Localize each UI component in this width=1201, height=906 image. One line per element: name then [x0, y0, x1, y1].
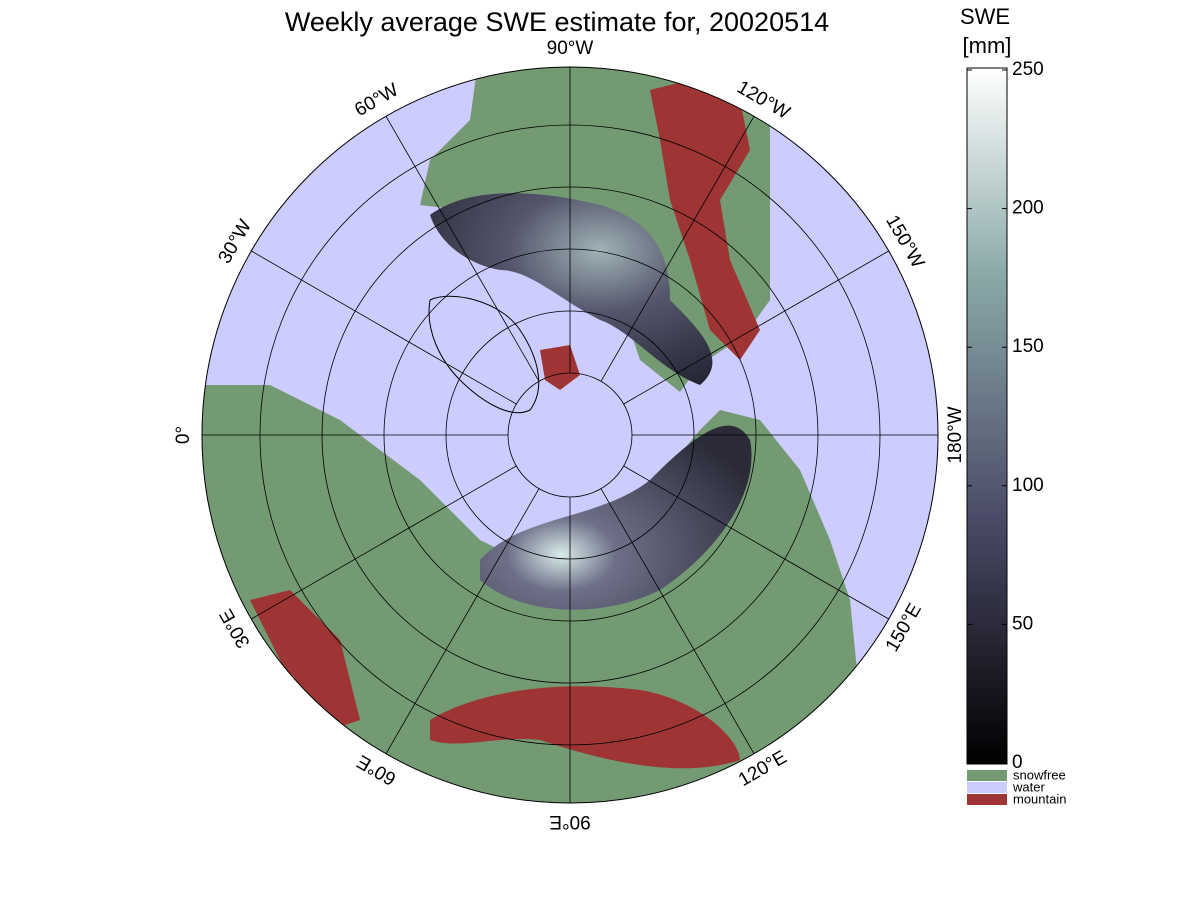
- meridian: [600, 488, 755, 754]
- snow-north-america: [430, 193, 713, 385]
- colorbar: [966, 67, 1008, 765]
- colorbar-unit: [mm]: [963, 33, 1012, 58]
- map: [202, 67, 938, 803]
- colorbar-title: SWE: [960, 4, 1010, 29]
- snow-eurasia: [480, 425, 752, 610]
- meridian: [251, 465, 517, 620]
- colorbar-tick-label: 100: [1012, 475, 1044, 496]
- legend-swatch: [967, 794, 1007, 805]
- longitude-label: 90°E: [549, 811, 590, 832]
- mountain-europe: [250, 590, 360, 730]
- longitude-label: 90°W: [547, 38, 594, 59]
- colorbar-tick-label: 50: [1012, 613, 1033, 634]
- meridian: [385, 488, 540, 754]
- legend-swatch: [967, 782, 1007, 793]
- colorbar-tick-label: 150: [1012, 336, 1044, 357]
- greenland-outline: [428, 295, 540, 414]
- legend-label: snowfree: [1013, 767, 1066, 782]
- legend-label: mountain: [1013, 791, 1066, 806]
- graticule: [202, 67, 938, 803]
- meridian: [385, 116, 540, 382]
- meridian: [623, 250, 889, 405]
- meridian: [623, 465, 889, 620]
- title: Weekly average SWE estimate for, 2002051…: [285, 7, 829, 37]
- colorbar-tick-label: 250: [1012, 59, 1044, 80]
- colorbar-tick-label: 0: [1012, 752, 1023, 773]
- colorbar-ticks: 0 50 100 150 200 250: [967, 59, 1044, 773]
- legend-label: water: [1012, 779, 1045, 794]
- mountain-asia: [430, 686, 740, 769]
- colorbar-tick-label: 200: [1012, 198, 1044, 219]
- mountain-rockies: [650, 80, 760, 360]
- longitude-label: 180°W: [945, 406, 966, 463]
- meridian: [251, 250, 517, 405]
- legend-swatch: [967, 770, 1007, 781]
- meridian: [600, 116, 755, 382]
- longitude-label: 0°: [173, 426, 194, 444]
- map-border: [201, 66, 939, 804]
